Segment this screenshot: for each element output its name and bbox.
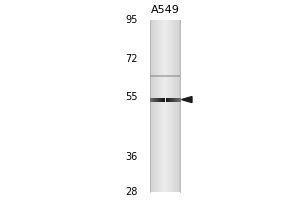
Bar: [170, 98, 171, 102]
Bar: [158, 98, 159, 102]
Bar: [166, 20, 167, 192]
Bar: [179, 20, 180, 192]
Bar: [155, 98, 156, 102]
Bar: [168, 98, 169, 102]
Text: A549: A549: [151, 5, 179, 15]
Bar: [179, 98, 180, 102]
Text: 95: 95: [126, 15, 138, 25]
Text: 28: 28: [126, 187, 138, 197]
Bar: [162, 20, 163, 192]
Bar: [155, 20, 156, 192]
Bar: [161, 20, 162, 192]
Bar: [164, 20, 165, 192]
Bar: [157, 98, 158, 102]
Bar: [176, 98, 177, 102]
Bar: [152, 20, 153, 192]
Bar: [154, 98, 155, 102]
Bar: [153, 98, 154, 102]
Bar: [171, 98, 172, 102]
Bar: [162, 98, 164, 102]
Text: 55: 55: [125, 92, 138, 102]
Bar: [173, 20, 174, 192]
Bar: [158, 20, 159, 192]
Bar: [174, 98, 175, 102]
Bar: [150, 98, 151, 102]
Bar: [154, 20, 155, 192]
Text: 36: 36: [126, 152, 138, 162]
Bar: [160, 20, 161, 192]
Bar: [180, 98, 181, 102]
Bar: [152, 98, 153, 102]
Bar: [159, 98, 160, 102]
Bar: [172, 98, 173, 102]
Bar: [169, 20, 170, 192]
Polygon shape: [182, 97, 192, 103]
Bar: [165, 20, 166, 192]
Bar: [157, 20, 158, 192]
Bar: [150, 20, 151, 192]
Bar: [177, 98, 178, 102]
Bar: [171, 20, 172, 192]
Bar: [175, 20, 176, 192]
Bar: [167, 98, 168, 102]
Bar: [164, 98, 166, 102]
Bar: [173, 98, 174, 102]
Bar: [176, 20, 177, 192]
Bar: [169, 98, 170, 102]
Bar: [163, 20, 164, 192]
Bar: [166, 98, 167, 102]
Bar: [156, 98, 157, 102]
Bar: [156, 20, 157, 192]
Text: 72: 72: [125, 54, 138, 64]
Bar: [178, 20, 179, 192]
Bar: [167, 20, 168, 192]
Bar: [151, 20, 152, 192]
Bar: [161, 98, 162, 102]
Bar: [160, 98, 161, 102]
Bar: [172, 20, 173, 192]
Bar: [180, 20, 181, 192]
Bar: [151, 98, 152, 102]
Bar: [177, 20, 178, 192]
Bar: [159, 20, 160, 192]
Bar: [175, 98, 176, 102]
Bar: [150, 75, 180, 77]
Bar: [153, 20, 154, 192]
Bar: [174, 20, 175, 192]
Bar: [178, 98, 179, 102]
Bar: [170, 20, 171, 192]
